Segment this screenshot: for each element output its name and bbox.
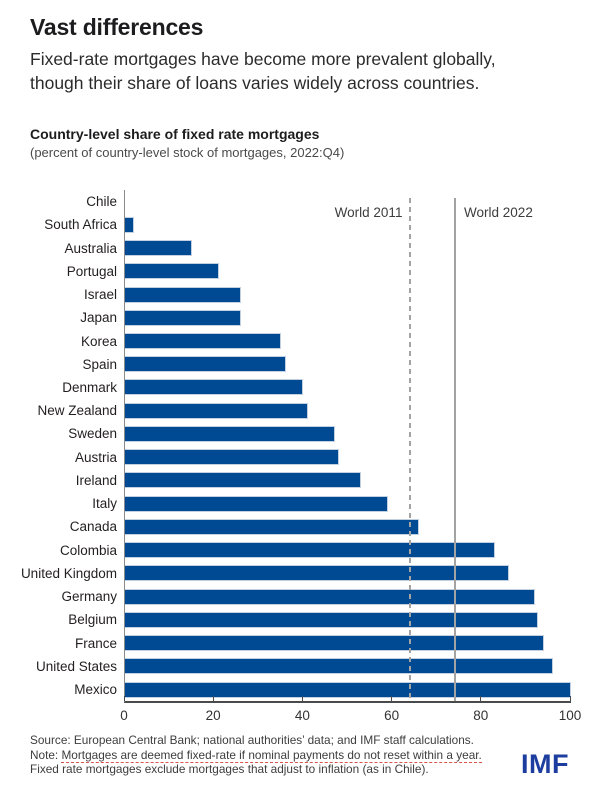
bar [125,635,545,652]
bar [125,216,134,233]
bar-row [125,515,571,538]
category-label: South Africa [44,217,117,233]
category-label: Korea [80,333,117,349]
bar [125,565,509,582]
x-tick-mark [212,696,214,701]
bar [125,449,340,466]
x-tick-mark [480,696,482,701]
x-axis: 0 20 40 60 80 100 [120,696,581,731]
reference-line-world-2022 [454,198,456,701]
bar [125,286,241,303]
chart-subtitle: (percent of country-level stock of mortg… [30,145,345,160]
category-label: Colombia [59,542,117,558]
bar [125,658,554,675]
bar-row [125,492,571,515]
note-prefix: Note: [30,747,62,762]
chart-title: Country-level share of fixed rate mortga… [30,126,320,142]
category-label: Ireland [75,472,117,488]
figure-title: Vast differences [30,14,204,40]
bar-row [125,236,571,259]
bar [125,309,241,326]
x-tick-label: 100 [558,708,582,723]
bar [125,333,282,350]
bar [125,402,308,419]
x-tick-mark [123,696,125,701]
reference-line-label: World 2011 [334,205,403,220]
bar [125,356,286,373]
x-tick-mark [301,696,303,701]
bar-row [125,306,571,329]
bar-row [125,631,571,654]
y-axis-category-labels: Chile South Africa Australia Portugal Israel… [0,190,117,701]
x-tick-mark [391,696,393,701]
bar-row [125,678,571,701]
note-line: Note: Mortgages are deemed fixed-rate if… [30,747,508,763]
bar-row [125,353,571,376]
footer-notes: Source: European Central Bank; national … [30,733,508,777]
category-label: United Kingdom [20,565,117,581]
category-label: Germany [61,589,117,605]
bar-row [125,260,571,283]
bar-row [125,213,571,236]
bar [125,518,420,535]
bar-row [125,562,571,585]
bar-row [125,446,571,469]
bar [125,611,538,628]
reference-line-world-2011 [409,198,412,701]
x-tick-label: 20 [205,708,221,723]
plot-area: World 2011 World 2022 [124,190,571,703]
bar-row [125,399,571,422]
bar [125,681,571,698]
bar [125,472,362,489]
category-label: Israel [83,287,117,303]
bar-row [125,283,571,306]
imf-logo: IMF [521,749,569,779]
x-tick-label: 40 [294,708,310,723]
bar [125,263,219,280]
category-label: United States [35,658,117,674]
category-label: Japan [80,310,117,326]
x-tick-label: 0 [120,708,128,723]
x-tick-label: 80 [473,708,489,723]
bar-row [125,376,571,399]
category-label: Italy [92,496,117,512]
category-label: France [74,635,117,651]
reference-line-label: World 2022 [464,205,533,220]
bar-row [125,469,571,492]
bar [125,542,496,559]
bar-row [125,329,571,352]
category-label: Chile [86,194,117,210]
note-underlined-text: Mortgages are deemed fixed-rate if nomin… [61,747,482,763]
bar [125,588,536,605]
x-tick-mark [569,696,571,701]
bar-row [125,655,571,678]
bar [125,240,192,257]
bar-row [125,422,571,445]
category-label: Australia [64,240,117,256]
source-line: Source: European Central Bank; national … [30,733,474,747]
category-label: Belgium [68,612,117,628]
category-label: Canada [69,519,117,535]
category-label: Denmark [62,379,117,395]
bar-series [125,190,571,701]
figure-subtitle: Fixed-rate mortgages have become more pr… [30,49,496,93]
category-label: Portugal [66,263,117,279]
bar-row [125,539,571,562]
bar [125,379,304,396]
x-tick-label: 60 [384,708,400,723]
bar-row [125,608,571,631]
bar [125,425,335,442]
note-line-2: Fixed rate mortgages exclude mortgages t… [30,762,429,776]
category-label: Mexico [74,682,117,698]
category-label: Sweden [68,426,117,442]
bar [125,495,389,512]
category-label: Austria [74,449,117,465]
category-label: New Zealand [37,403,117,419]
category-label: Spain [82,356,117,372]
bar-row [125,585,571,608]
